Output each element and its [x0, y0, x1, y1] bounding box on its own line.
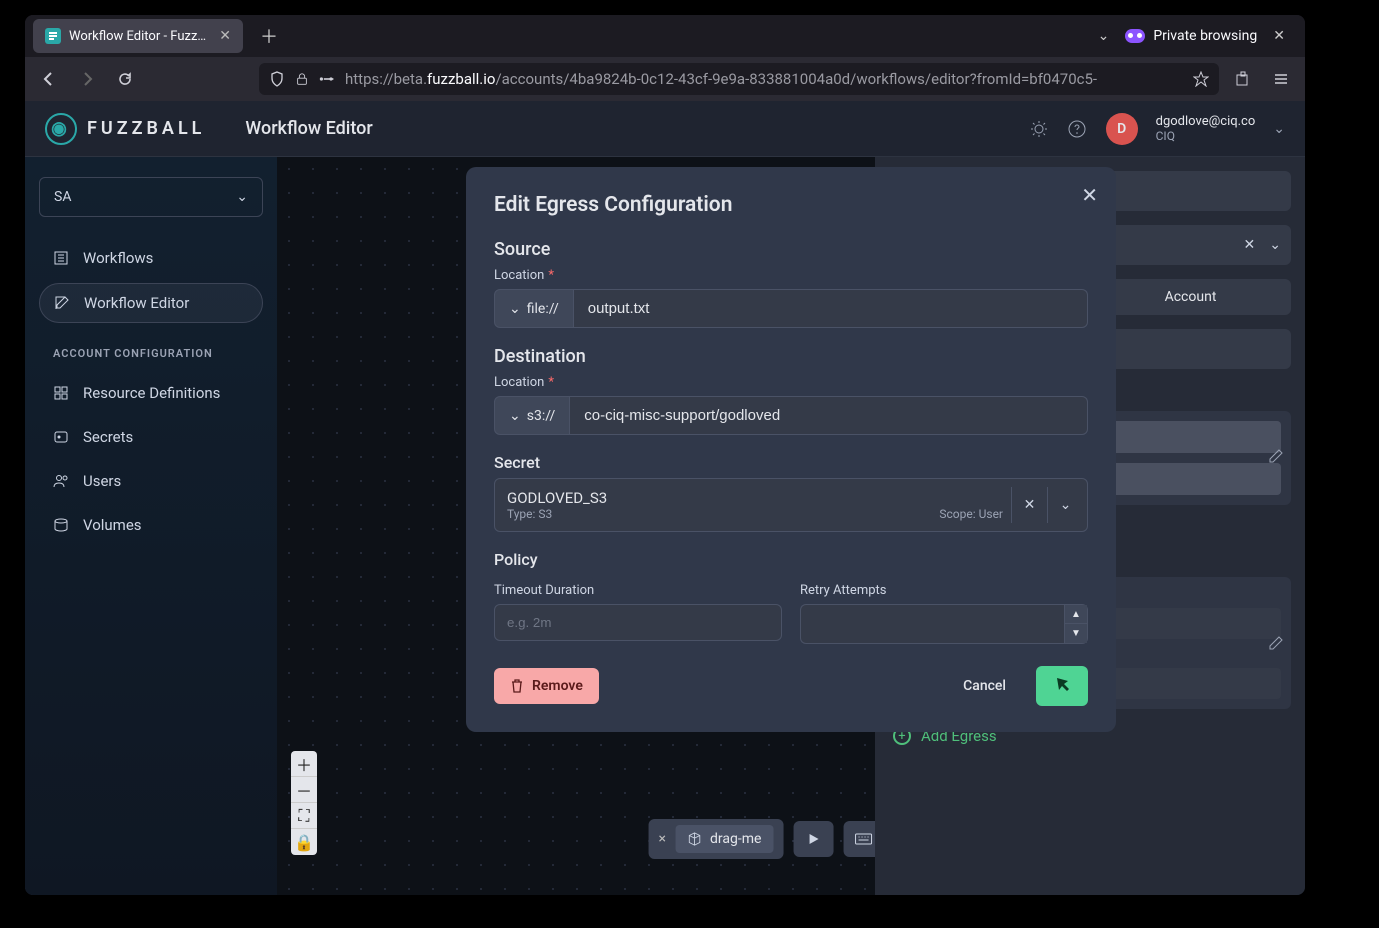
- new-tab-button[interactable]: ＋: [255, 23, 283, 49]
- source-location-label: Location*: [494, 268, 1088, 283]
- workflow-canvas[interactable]: ＋ － ⛶ 🔒 × drag-me: [277, 157, 1305, 895]
- permissions-icon: [319, 73, 335, 85]
- private-browsing-indicator: Private browsing: [1125, 28, 1257, 44]
- modal-close-button[interactable]: ✕: [1081, 183, 1098, 207]
- lock-icon: [295, 72, 309, 86]
- secret-type: Type: S3: [507, 507, 552, 521]
- bookmark-icon[interactable]: [1193, 71, 1209, 87]
- secret-heading: Secret: [494, 453, 1088, 472]
- user-menu[interactable]: dgodlove@ciq.co CIQ: [1156, 114, 1256, 143]
- edit-egress-modal: ✕ Edit Egress Configuration Source Locat…: [466, 167, 1116, 732]
- source-heading: Source: [494, 239, 1088, 260]
- logo-text: FUZZBALL: [87, 118, 205, 139]
- reload-button[interactable]: [111, 65, 139, 93]
- logo-badge-icon: ◉: [45, 113, 77, 145]
- avatar[interactable]: D: [1106, 113, 1138, 145]
- retry-label: Retry Attempts: [800, 583, 1088, 598]
- retry-increment[interactable]: ▲: [1065, 605, 1087, 624]
- tab-title: Workflow Editor - Fuzzba: [69, 29, 211, 44]
- remove-label: Remove: [532, 678, 583, 694]
- resources-icon: [53, 385, 69, 401]
- window-close-icon[interactable]: ✕: [1273, 28, 1285, 44]
- tab-close-icon[interactable]: ✕: [219, 28, 231, 44]
- org-selector[interactable]: SA ⌄: [39, 177, 263, 217]
- user-org: CIQ: [1156, 129, 1256, 143]
- browser-tab-bar: Workflow Editor - Fuzzba ✕ ＋ ⌄ Private b…: [25, 15, 1305, 57]
- remove-button[interactable]: Remove: [494, 668, 599, 704]
- dest-scheme-select[interactable]: ⌄ s3://: [494, 396, 570, 435]
- sidebar-section-label: ACCOUNT CONFIGURATION: [53, 347, 263, 360]
- scheme-label: file://: [527, 301, 559, 317]
- source-scheme-select[interactable]: ⌄ file://: [494, 289, 574, 328]
- chevron-down-icon: ⌄: [509, 408, 521, 424]
- secret-clear-button[interactable]: ✕: [1011, 487, 1047, 523]
- mask-icon: [1125, 29, 1145, 43]
- cancel-button[interactable]: Cancel: [945, 668, 1024, 704]
- users-icon: [53, 473, 69, 489]
- scheme-label: s3://: [527, 408, 556, 424]
- save-button[interactable]: [1036, 666, 1088, 706]
- address-bar: https://beta.fuzzball.io/accounts/4ba982…: [25, 57, 1305, 101]
- sidebar-item-label: Secrets: [83, 428, 133, 446]
- sidebar: SA ⌄ Workflows Workflow Editor ACCOUNT C…: [25, 157, 277, 895]
- extensions-icon[interactable]: [1229, 65, 1257, 93]
- theme-toggle-icon[interactable]: [1030, 120, 1050, 138]
- user-email: dgodlove@ciq.co: [1156, 114, 1256, 129]
- secret-dropdown-button[interactable]: ⌄: [1047, 487, 1083, 523]
- logo[interactable]: ◉ FUZZBALL: [45, 113, 205, 145]
- cursor-save-icon: [1052, 677, 1072, 695]
- shield-icon: [269, 71, 285, 87]
- sidebar-item-label: Workflows: [83, 249, 153, 267]
- sidebar-item-secrets[interactable]: Secrets: [39, 418, 263, 456]
- sidebar-item-resource-definitions[interactable]: Resource Definitions: [39, 374, 263, 412]
- chevron-down-icon: ⌄: [509, 301, 521, 317]
- sidebar-item-label: Users: [83, 472, 121, 490]
- timeout-label: Timeout Duration: [494, 583, 782, 598]
- menu-icon[interactable]: [1267, 65, 1295, 93]
- browser-tab[interactable]: Workflow Editor - Fuzzba ✕: [33, 19, 243, 53]
- sidebar-item-label: Workflow Editor: [84, 294, 189, 312]
- chevron-down-icon: ⌄: [236, 189, 248, 205]
- forward-button: [73, 65, 101, 93]
- policy-heading: Policy: [494, 550, 1088, 569]
- modal-overlay: ✕ Edit Egress Configuration Source Locat…: [277, 157, 1305, 895]
- destination-heading: Destination: [494, 346, 1088, 367]
- secret-selector[interactable]: GODLOVED_S3 Type: S3 Scope: User ✕ ⌄: [494, 478, 1088, 532]
- trash-icon: [510, 679, 524, 693]
- timeout-input[interactable]: [494, 604, 782, 641]
- private-label: Private browsing: [1153, 28, 1257, 44]
- retry-spinner: ▲ ▼: [1064, 604, 1088, 644]
- retry-decrement[interactable]: ▼: [1065, 624, 1087, 643]
- sidebar-item-users[interactable]: Users: [39, 462, 263, 500]
- back-button[interactable]: [35, 65, 63, 93]
- volumes-icon: [53, 517, 69, 533]
- sidebar-item-workflow-editor[interactable]: Workflow Editor: [39, 283, 263, 323]
- dest-location-label: Location*: [494, 375, 1088, 390]
- sidebar-item-label: Volumes: [83, 516, 142, 534]
- sidebar-item-label: Resource Definitions: [83, 384, 220, 402]
- edit-icon: [54, 295, 70, 311]
- sidebar-item-volumes[interactable]: Volumes: [39, 506, 263, 544]
- source-location-input[interactable]: [574, 289, 1088, 328]
- help-icon[interactable]: [1068, 120, 1088, 138]
- tabs-dropdown-icon[interactable]: ⌄: [1098, 28, 1110, 44]
- url-input[interactable]: https://beta.fuzzball.io/accounts/4ba982…: [259, 63, 1219, 95]
- sidebar-item-workflows[interactable]: Workflows: [39, 239, 263, 277]
- secret-scope: Scope: User: [939, 507, 1003, 521]
- modal-title: Edit Egress Configuration: [494, 193, 1088, 217]
- app-header: ◉ FUZZBALL Workflow Editor D dgodlove@ci…: [25, 101, 1305, 157]
- dest-location-input[interactable]: [570, 396, 1088, 435]
- secrets-icon: [53, 429, 69, 445]
- org-name: SA: [54, 189, 71, 205]
- tab-favicon: [45, 28, 61, 44]
- user-menu-chevron-icon[interactable]: ⌄: [1273, 121, 1285, 137]
- list-icon: [53, 250, 69, 266]
- url-text: https://beta.fuzzball.io/accounts/4ba982…: [345, 70, 1183, 88]
- page-title: Workflow Editor: [245, 118, 372, 139]
- secret-name: GODLOVED_S3: [507, 489, 1011, 507]
- retry-input[interactable]: [800, 604, 1064, 644]
